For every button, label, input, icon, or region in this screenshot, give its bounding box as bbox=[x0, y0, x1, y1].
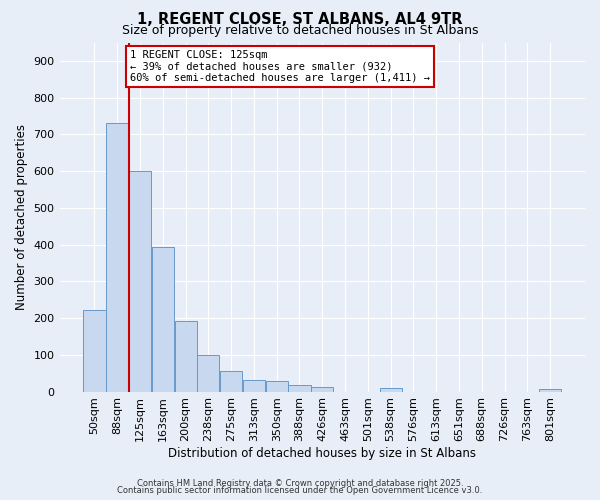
Bar bbox=[266, 382, 288, 392]
Bar bbox=[311, 387, 334, 392]
Bar bbox=[289, 385, 311, 392]
Bar bbox=[380, 388, 401, 392]
Text: Size of property relative to detached houses in St Albans: Size of property relative to detached ho… bbox=[122, 24, 478, 37]
X-axis label: Distribution of detached houses by size in St Albans: Distribution of detached houses by size … bbox=[168, 447, 476, 460]
Text: 1, REGENT CLOSE, ST ALBANS, AL4 9TR: 1, REGENT CLOSE, ST ALBANS, AL4 9TR bbox=[137, 12, 463, 28]
Text: 1 REGENT CLOSE: 125sqm
← 39% of detached houses are smaller (932)
60% of semi-de: 1 REGENT CLOSE: 125sqm ← 39% of detached… bbox=[130, 50, 430, 83]
Bar bbox=[83, 310, 106, 392]
Bar bbox=[197, 355, 220, 392]
Bar bbox=[539, 389, 561, 392]
Bar bbox=[175, 320, 197, 392]
Bar bbox=[243, 380, 265, 392]
Bar bbox=[129, 171, 151, 392]
Text: Contains public sector information licensed under the Open Government Licence v3: Contains public sector information licen… bbox=[118, 486, 482, 495]
Bar bbox=[152, 247, 174, 392]
Y-axis label: Number of detached properties: Number of detached properties bbox=[15, 124, 28, 310]
Bar bbox=[106, 124, 128, 392]
Bar bbox=[220, 372, 242, 392]
Text: Contains HM Land Registry data © Crown copyright and database right 2025.: Contains HM Land Registry data © Crown c… bbox=[137, 478, 463, 488]
